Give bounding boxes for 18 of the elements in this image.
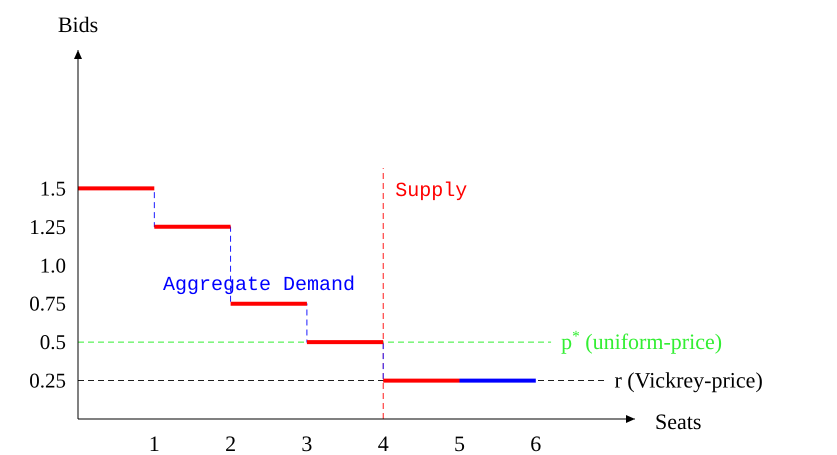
- x-axis-title: Seats: [655, 409, 702, 434]
- x-tick-label: 5: [454, 431, 466, 455]
- y-tick-label: 0.25: [29, 368, 66, 393]
- x-tick-label: 6: [530, 431, 542, 455]
- y-tick-label: 0.5: [40, 330, 66, 354]
- x-tick-label: 1: [148, 431, 160, 455]
- annotation: Aggregate Demand: [162, 274, 356, 297]
- y-tick-label: 1.0: [40, 253, 66, 278]
- y-axis-title: Bids: [58, 12, 98, 37]
- ref-line-label: Supply: [395, 180, 468, 204]
- y-tick-label: 1.5: [40, 176, 66, 200]
- x-tick-label: 3: [301, 431, 312, 455]
- x-tick-label: 2: [225, 431, 236, 455]
- ref-line-label: r (Vickrey-price): [614, 368, 763, 393]
- x-tick-label: 4: [378, 431, 389, 455]
- y-tick-label: 0.75: [29, 292, 66, 316]
- ref-line-label: p$^{*}$ (uniform-price): [561, 328, 722, 354]
- y-tick-label: 1.25: [29, 214, 66, 239]
